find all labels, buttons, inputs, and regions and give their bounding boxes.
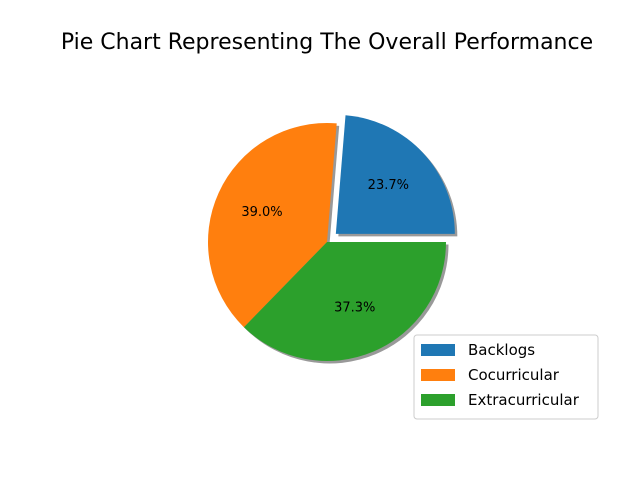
legend: Backlogs Cocurricular Extracurricular bbox=[413, 334, 599, 420]
legend-label-backlogs: Backlogs bbox=[468, 341, 535, 359]
legend-label-cocurricular: Cocurricular bbox=[468, 366, 560, 384]
pct-label-backlogs: 23.7% bbox=[368, 178, 409, 193]
legend-swatch-cocurricular bbox=[421, 369, 455, 381]
chart-title: Pie Chart Representing The Overall Perfo… bbox=[61, 30, 593, 55]
legend-frame bbox=[413, 334, 599, 420]
pct-label-cocurricular: 39.0% bbox=[241, 205, 282, 220]
pct-label-extracurricular: 37.3% bbox=[334, 300, 375, 315]
legend-label-extracurricular: Extracurricular bbox=[468, 391, 580, 409]
slice-layer bbox=[207, 115, 455, 362]
pie-slice-cocurricular bbox=[207, 122, 337, 328]
label-layer: 23.7% 39.0% 37.3% bbox=[241, 178, 409, 315]
legend-swatch-extracurricular bbox=[421, 394, 455, 406]
pie-slice-backlogs bbox=[335, 115, 455, 234]
pie-slice-extracurricular bbox=[243, 242, 446, 362]
legend-swatch-backlogs bbox=[421, 344, 455, 356]
